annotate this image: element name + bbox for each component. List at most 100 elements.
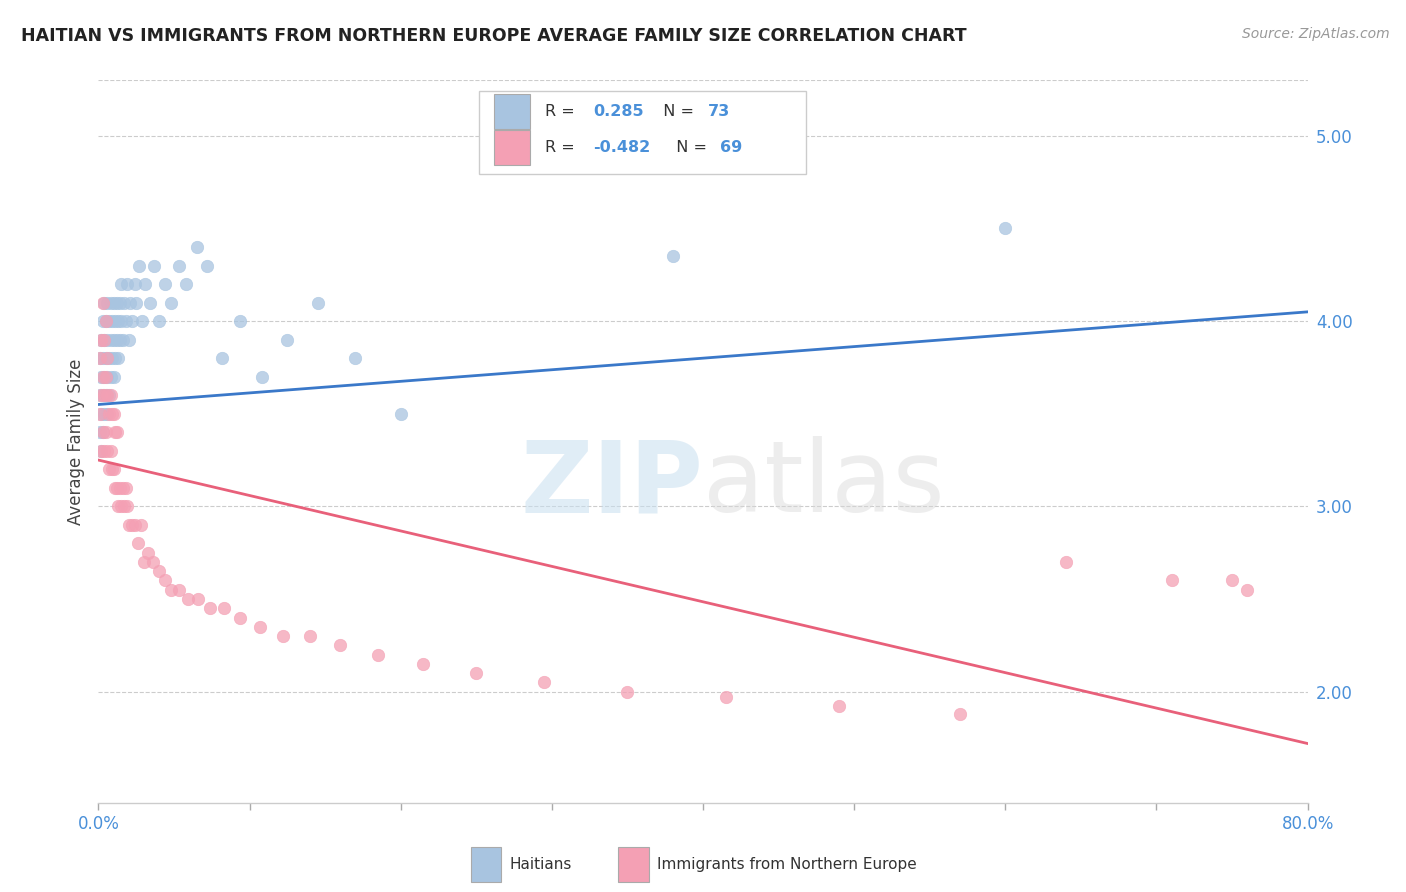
Point	[105, 425, 128, 440]
Text: Immigrants from Northern Europe: Immigrants from Northern Europe	[657, 856, 917, 871]
Point	[139, 295, 162, 310]
Point	[616, 684, 638, 698]
Point	[250, 369, 273, 384]
Point	[93, 407, 115, 421]
Point	[329, 638, 352, 652]
Point	[103, 295, 125, 310]
Point	[110, 500, 132, 514]
Point	[103, 369, 125, 384]
Point	[114, 481, 136, 495]
Point	[91, 351, 114, 366]
Text: Haitians: Haitians	[509, 856, 572, 871]
Point	[101, 351, 124, 366]
Point	[212, 601, 235, 615]
Point	[96, 369, 118, 384]
Point	[828, 699, 851, 714]
Point	[994, 221, 1017, 235]
Point	[90, 333, 112, 347]
Point	[89, 351, 111, 366]
Point	[89, 351, 111, 366]
Point	[104, 314, 127, 328]
Point	[110, 277, 132, 291]
Point	[94, 314, 117, 328]
Point	[91, 425, 114, 440]
Point	[112, 295, 135, 310]
Point	[89, 388, 111, 402]
Point	[90, 407, 112, 421]
Point	[96, 351, 118, 366]
Point	[136, 546, 159, 560]
Point	[118, 333, 141, 347]
Point	[118, 517, 141, 532]
Point	[1236, 582, 1258, 597]
Point	[367, 648, 389, 662]
Point	[89, 425, 111, 440]
Point	[108, 481, 131, 495]
Point	[91, 388, 114, 402]
Point	[90, 443, 112, 458]
Point	[153, 277, 176, 291]
Point	[271, 629, 294, 643]
Point	[108, 333, 131, 347]
Point	[134, 277, 156, 291]
Point	[104, 481, 127, 495]
Point	[91, 314, 114, 328]
Point	[94, 388, 117, 402]
Point	[104, 425, 127, 440]
Point	[1054, 555, 1077, 569]
Point	[90, 388, 112, 402]
Point	[114, 314, 136, 328]
Point	[276, 333, 298, 347]
Point	[94, 425, 117, 440]
Point	[107, 500, 129, 514]
Text: R =: R =	[544, 103, 579, 119]
Point	[93, 333, 115, 347]
FancyBboxPatch shape	[479, 91, 806, 174]
Point	[307, 295, 329, 310]
Point	[1160, 574, 1182, 588]
Point	[132, 555, 155, 569]
Point	[96, 443, 118, 458]
Point	[125, 295, 148, 310]
Point	[465, 666, 488, 681]
Point	[101, 407, 124, 421]
Point	[112, 500, 135, 514]
Point	[389, 407, 412, 421]
Point	[121, 314, 143, 328]
Point	[167, 582, 190, 597]
Point	[200, 601, 222, 615]
Point	[90, 369, 112, 384]
Text: 69: 69	[720, 140, 742, 155]
Text: 0.285: 0.285	[593, 103, 644, 119]
Point	[96, 407, 118, 421]
Point	[115, 277, 138, 291]
Point	[121, 517, 143, 532]
Point	[127, 536, 149, 550]
Point	[104, 351, 127, 366]
Point	[107, 351, 129, 366]
Point	[98, 314, 121, 328]
Point	[96, 388, 118, 402]
Point	[105, 481, 128, 495]
Y-axis label: Average Family Size: Average Family Size	[66, 359, 84, 524]
Text: atlas: atlas	[703, 436, 945, 533]
Point	[101, 314, 124, 328]
Point	[91, 425, 114, 440]
Point	[98, 388, 121, 402]
Point	[100, 388, 122, 402]
Point	[211, 351, 233, 366]
Point	[98, 351, 121, 366]
Point	[949, 706, 972, 721]
Point	[148, 564, 170, 578]
Point	[153, 574, 176, 588]
Point	[714, 690, 737, 705]
Point	[176, 592, 198, 607]
Point	[187, 592, 209, 607]
Point	[148, 314, 170, 328]
Point	[111, 333, 134, 347]
Point	[103, 462, 125, 476]
Point	[93, 295, 115, 310]
FancyBboxPatch shape	[494, 130, 530, 165]
Point	[131, 314, 153, 328]
Point	[101, 462, 124, 476]
